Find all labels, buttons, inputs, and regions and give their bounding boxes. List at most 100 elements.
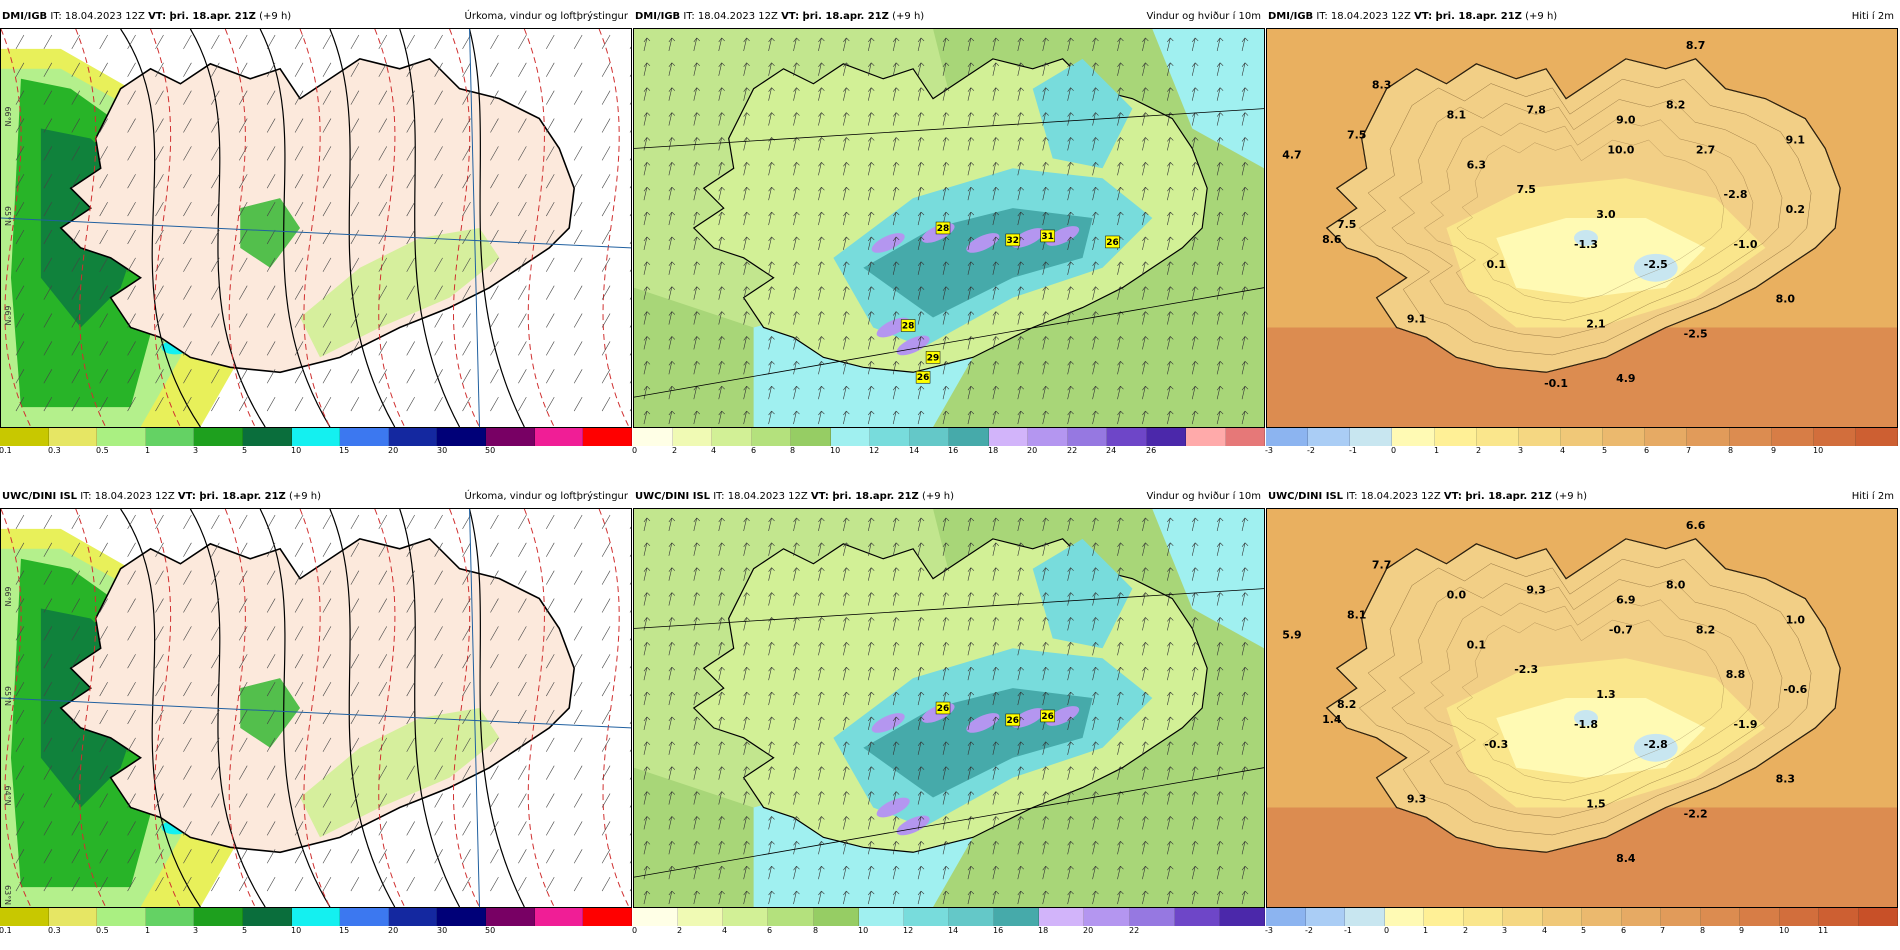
- init-time: IT: 18.04.2023 12Z: [710, 491, 811, 502]
- colorbar-segment: [1392, 428, 1435, 446]
- gust-label: 26: [1005, 713, 1021, 727]
- temperature-label: -1.0: [1734, 238, 1758, 251]
- colorbar-segment: [1266, 428, 1309, 446]
- temperature-label: 1.5: [1586, 798, 1605, 811]
- temperature-label: 9.1: [1786, 133, 1805, 146]
- colorbar-segment: [1729, 428, 1772, 446]
- temperature-label: 8.6: [1322, 233, 1342, 246]
- temperature-label: 8.2: [1666, 99, 1685, 112]
- colorbar-segment: [1503, 908, 1543, 926]
- gust-value: 26: [1007, 716, 1019, 726]
- colorbar-segment: [672, 428, 712, 446]
- temperature-label: 0.1: [1467, 638, 1486, 651]
- colorbar-segment: [340, 428, 389, 446]
- colorbar-segment: [1039, 908, 1085, 926]
- init-time: IT: 18.04.2023 12Z: [680, 11, 782, 22]
- temperature-label: 8.0: [1666, 579, 1686, 592]
- colorbar-segment: [486, 428, 535, 446]
- temperature-label: 8.0: [1776, 293, 1796, 306]
- gust-value: 29: [927, 353, 939, 363]
- colorbar-segment: [1740, 908, 1780, 926]
- colorbar-tick-label: 10: [858, 926, 869, 935]
- colorbar-segment: [486, 908, 535, 926]
- colorbar-tick-label: 5: [1581, 926, 1587, 935]
- temperature-label: -2.8: [1644, 738, 1668, 751]
- model-name: DMI/IGB: [1268, 11, 1314, 22]
- colorbar-segment: [1603, 428, 1646, 446]
- colorbar-segment: [1518, 428, 1561, 446]
- temperature-label: -2.3: [1514, 663, 1538, 676]
- wind-map[interactable]: 28 32 31 26 28 29 26: [633, 28, 1265, 428]
- colorbar-segment: [909, 428, 949, 446]
- colorbar-segment: [48, 908, 98, 926]
- panel-title: UWC/DINI ISL IT: 18.04.2023 12Z VT: þri.…: [0, 490, 632, 504]
- colorbar-segment: [340, 908, 389, 926]
- precip-map[interactable]: 66°N 65°N 66°N: [0, 28, 632, 428]
- temperature-label: 8.7: [1686, 39, 1705, 52]
- colorbar-segment: [1687, 428, 1730, 446]
- temperature-label: 8.1: [1447, 109, 1466, 122]
- colorbar-tick-label: 8: [813, 926, 819, 935]
- field-title: Vindur og hviður í 10m: [1146, 11, 1261, 22]
- model-name: DMI/IGB: [2, 11, 48, 22]
- colorbar-tick-label: 11: [1818, 926, 1829, 935]
- uwc-wind-panel: UWC/DINI ISL IT: 18.04.2023 12Z VT: þri.…: [632, 490, 1265, 942]
- temp-map[interactable]: 8.3 8.7 7.5 8.1 7.8 9.0 8.2 4.7 6.3 10.0 2.7 9.1 7.5…: [1266, 28, 1898, 428]
- colorbar-segment: [1305, 908, 1345, 926]
- colorbar-tick-label: 9: [1739, 926, 1745, 935]
- field-title: Hiti í 2m: [1851, 491, 1894, 502]
- temperature-label: 5.9: [1282, 628, 1301, 641]
- valid-time: VT: þri. 18.apr. 21Z: [810, 491, 919, 502]
- colorbar-tick-label: 0: [1391, 446, 1397, 455]
- colorbar: [0, 428, 632, 446]
- colorbar-tick-label: 6: [751, 446, 757, 455]
- colorbar-segment: [437, 908, 487, 926]
- colorbar-tick-label: 24: [1106, 446, 1117, 455]
- colorbar-tick-label: 20: [388, 446, 399, 455]
- temperature-label: 8.8: [1726, 668, 1745, 681]
- colorbar-tick-label: -1: [1349, 446, 1357, 455]
- colorbar-tick-label: 1: [1423, 926, 1429, 935]
- model-name: UWC/DINI ISL: [635, 491, 711, 502]
- valid-time: VT: þri. 18.apr. 21Z: [781, 11, 889, 22]
- colorbar-segment: [1661, 908, 1701, 926]
- colorbar-tick-label: -1: [1344, 926, 1352, 935]
- map-canvas: 66°N 65°N 66°N: [1, 29, 631, 427]
- dmi-wind-panel: DMI/IGB IT: 18.04.2023 12Z VT: þri. 18.a…: [632, 10, 1265, 462]
- temperature-label: -1.8: [1574, 718, 1598, 731]
- colorbar-ticks: 0 2 4 6 8 10 12 14 16 18 20 22: [632, 926, 1265, 938]
- wind-map[interactable]: 26 26 26: [633, 508, 1265, 908]
- temperature-label: 8.2: [1337, 698, 1356, 711]
- field-title: Úrkoma, vindur og loftþrýstingur: [464, 11, 628, 22]
- map-canvas: 26 26 26: [634, 509, 1264, 907]
- colorbar-segment: [1067, 428, 1107, 446]
- colorbar-tick-label: 1: [1434, 446, 1440, 455]
- colorbar-segment: [534, 908, 584, 926]
- colorbar-tick-label: 0: [632, 926, 638, 935]
- panel-title: DMI/IGB IT: 18.04.2023 12Z VT: þri. 18.a…: [633, 10, 1265, 24]
- gust-value: 26: [917, 373, 929, 383]
- colorbar-segment: [1174, 908, 1220, 926]
- gust-value: 31: [1041, 232, 1053, 242]
- colorbar-tick-label: 4: [1560, 446, 1566, 455]
- temperature-label: 9.1: [1407, 313, 1426, 326]
- colorbar: [1266, 908, 1898, 926]
- colorbar-tick-label: 10: [291, 446, 302, 455]
- colorbar-segment: [1345, 908, 1385, 926]
- colorbar-segment: [1813, 428, 1856, 446]
- colorbar-tick-label: 3: [193, 926, 199, 935]
- colorbar-segment: [1129, 908, 1175, 926]
- gust-label: 26: [935, 701, 951, 715]
- colorbar-segment: [1146, 428, 1186, 446]
- colorbar: [0, 908, 632, 926]
- colorbar-ticks: -3 -2 -1 0 1 2 3 4 5 6 7 8 9 10 11: [1265, 926, 1898, 938]
- colorbar-segment: [194, 908, 244, 926]
- colorbar-segment: [1350, 428, 1393, 446]
- colorbar-tick-label: 14: [948, 926, 959, 935]
- precip-map[interactable]: 66°N 65°N 64°N 63°N: [0, 508, 632, 908]
- temp-map[interactable]: 7.7 6.6 8.1 0.0 9.3 6.9 8.0 5.9 0.1 -0.7 8.2 1.0 -2.…: [1266, 508, 1898, 908]
- gust-label: 29: [925, 351, 941, 364]
- panel-title: UWC/DINI ISL IT: 18.04.2023 12Z VT: þri.…: [1266, 490, 1898, 504]
- temperature-label: 7.8: [1526, 104, 1545, 117]
- colorbar-tick-label: 1: [145, 446, 151, 455]
